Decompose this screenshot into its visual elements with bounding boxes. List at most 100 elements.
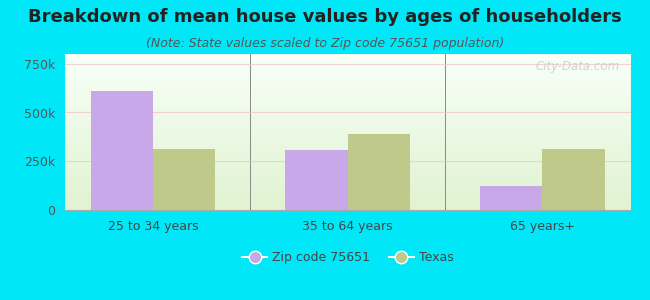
Bar: [65, 100, 630, 101]
Bar: [65, 115, 630, 116]
Bar: [65, 109, 630, 110]
Bar: [65, 110, 630, 111]
Bar: [65, 105, 630, 106]
Bar: [65, 71, 630, 72]
Bar: [65, 154, 630, 155]
Bar: [65, 123, 630, 124]
Bar: [65, 177, 630, 178]
Bar: [65, 200, 630, 201]
Bar: [65, 111, 630, 112]
Bar: [65, 104, 630, 105]
Bar: [65, 55, 630, 56]
Bar: [65, 99, 630, 100]
Bar: [65, 188, 630, 189]
Bar: [65, 164, 630, 165]
Bar: [65, 92, 630, 93]
Bar: [65, 107, 630, 108]
Bar: [65, 155, 630, 156]
Bar: [65, 150, 630, 151]
Bar: [65, 199, 630, 200]
Bar: [65, 61, 630, 62]
Bar: [65, 131, 630, 132]
Bar: [65, 65, 630, 66]
Bar: [65, 72, 630, 73]
Bar: [65, 56, 630, 57]
Bar: [65, 206, 630, 207]
Bar: [65, 141, 630, 142]
Bar: [65, 63, 630, 64]
Bar: [65, 171, 630, 172]
Bar: [65, 208, 630, 209]
Bar: [65, 137, 630, 138]
Bar: [65, 192, 630, 193]
Bar: [65, 167, 630, 168]
Bar: [65, 198, 630, 199]
Bar: [65, 97, 630, 98]
Bar: [65, 135, 630, 136]
Bar: [65, 103, 630, 104]
Bar: [65, 126, 630, 127]
Bar: [65, 193, 630, 194]
Bar: [65, 95, 630, 96]
Bar: [65, 68, 630, 69]
Bar: [65, 166, 630, 167]
Bar: [65, 66, 630, 67]
Bar: [65, 162, 630, 163]
Bar: [65, 160, 630, 161]
Bar: [65, 59, 630, 60]
Bar: [65, 184, 630, 185]
Bar: [65, 148, 630, 149]
Bar: [65, 120, 630, 121]
Bar: [348, 134, 410, 210]
Bar: [65, 196, 630, 197]
Legend: Zip code 75651, Texas: Zip code 75651, Texas: [237, 246, 458, 269]
Bar: [65, 106, 630, 107]
Bar: [91, 91, 153, 210]
Bar: [65, 70, 630, 71]
Bar: [65, 168, 630, 169]
Bar: [65, 202, 630, 203]
Bar: [65, 178, 630, 179]
Bar: [65, 116, 630, 117]
Bar: [65, 185, 630, 186]
Bar: [65, 94, 630, 95]
Bar: [65, 149, 630, 150]
Bar: [65, 108, 630, 109]
Bar: [65, 112, 630, 113]
Bar: [65, 87, 630, 88]
Bar: [65, 125, 630, 126]
Bar: [65, 194, 630, 195]
Bar: [65, 145, 630, 146]
Bar: [65, 204, 630, 205]
Bar: [65, 78, 630, 79]
Bar: [65, 62, 630, 63]
Bar: [65, 69, 630, 70]
Bar: [65, 77, 630, 78]
Bar: [65, 209, 630, 210]
Bar: [65, 147, 630, 148]
Bar: [65, 170, 630, 171]
Bar: [153, 148, 215, 210]
Bar: [65, 161, 630, 162]
Bar: [65, 183, 630, 184]
Bar: [65, 130, 630, 131]
Bar: [65, 128, 630, 129]
Bar: [65, 54, 630, 55]
Bar: [65, 57, 630, 58]
Bar: [65, 156, 630, 157]
Bar: [65, 75, 630, 76]
Bar: [65, 203, 630, 204]
Bar: [480, 186, 543, 210]
Bar: [65, 80, 630, 81]
Text: City-Data.com: City-Data.com: [535, 60, 619, 73]
Bar: [65, 122, 630, 123]
Bar: [65, 190, 630, 191]
Text: (Note: State values scaled to Zip code 75651 population): (Note: State values scaled to Zip code 7…: [146, 38, 504, 50]
Bar: [65, 74, 630, 75]
Bar: [65, 207, 630, 208]
Bar: [65, 191, 630, 192]
Bar: [65, 85, 630, 86]
Bar: [65, 189, 630, 190]
Text: Breakdown of mean house values by ages of householders: Breakdown of mean house values by ages o…: [28, 8, 622, 26]
Bar: [65, 174, 630, 175]
